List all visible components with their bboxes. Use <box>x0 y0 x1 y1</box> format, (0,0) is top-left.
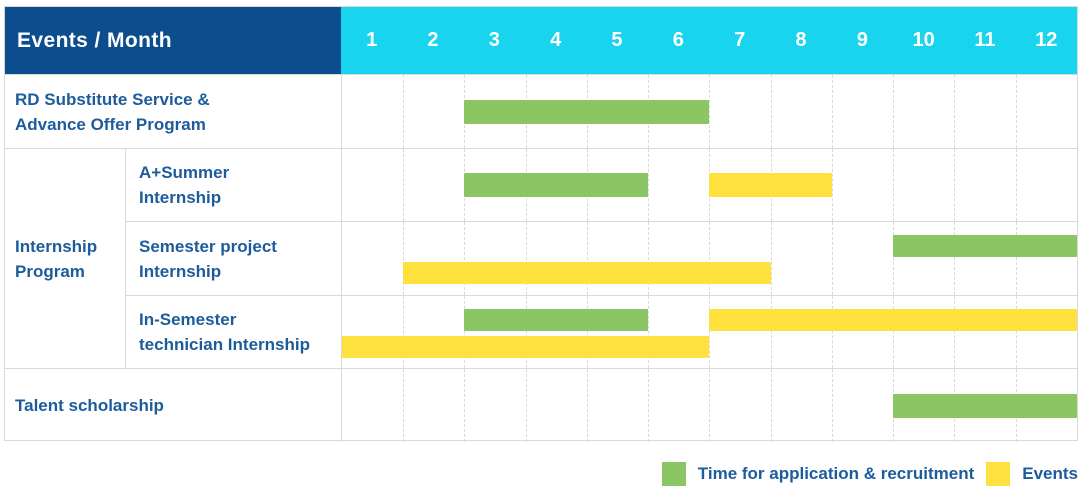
month-gridline <box>831 222 833 295</box>
month-gridline <box>893 222 895 295</box>
month-gridline <box>770 369 772 442</box>
month-header-1: 1 <box>341 7 403 74</box>
month-header-6: 6 <box>647 7 709 74</box>
row-label-4: In-Semester technician Internship <box>125 295 341 368</box>
chart-row-2 <box>341 148 1077 221</box>
month-gridline <box>709 296 711 368</box>
row-label-line: Advance Offer Program <box>15 114 206 134</box>
chart-row-1 <box>341 74 1077 148</box>
group-label-line: Program <box>15 261 85 281</box>
row-label-5: Talent scholarship <box>5 368 341 442</box>
month-gridline <box>1015 296 1017 368</box>
month-gridline <box>831 369 833 442</box>
row-label-line: In-Semester <box>139 310 237 329</box>
month-gridline <box>831 75 833 148</box>
month-gridline <box>770 75 772 148</box>
month-gridline <box>586 369 588 442</box>
month-header-4: 4 <box>524 7 587 74</box>
month-gridline <box>648 369 650 442</box>
month-gridline <box>586 296 588 368</box>
month-gridline <box>403 149 405 221</box>
header-title-cell: Events / Month <box>5 7 341 74</box>
row-label-3: Semester project Internship <box>125 221 341 295</box>
month-gridline <box>893 296 895 368</box>
month-header-12: 12 <box>1015 7 1077 74</box>
month-gridline <box>1015 75 1017 148</box>
month-gridline <box>403 222 405 295</box>
group-label-internship-program: Internship Program <box>5 148 125 368</box>
month-gridline <box>525 296 527 368</box>
gantt-table: Events / Month 1 2 3 4 5 6 7 8 9 10 11 12 RD Substit… <box>4 6 1078 442</box>
row-label-line: RD Substitute Service & <box>15 89 210 109</box>
row-label-line: Internship <box>139 188 222 207</box>
gantt-bar-application <box>464 99 710 124</box>
month-header-3: 3 <box>463 7 525 74</box>
month-header-10: 10 <box>892 7 955 74</box>
month-header-9: 9 <box>831 7 893 74</box>
month-gridline <box>770 296 772 368</box>
month-gridline <box>464 296 466 368</box>
row-label-line: Semester project <box>139 236 277 256</box>
month-gridline <box>403 75 405 148</box>
legend-item-events: Events <box>986 462 1078 486</box>
legend-label-events: Events <box>1022 464 1078 483</box>
chart-row-5 <box>341 368 1077 442</box>
gantt-bar-event <box>709 173 832 197</box>
month-gridline <box>648 149 650 221</box>
row-label-line: A+Summer <box>139 163 230 182</box>
application-color-swatch <box>661 462 686 486</box>
month-gridline <box>709 369 711 442</box>
legend-item-application: Time for application & recruitment <box>661 462 975 486</box>
row-label-1: RD Substitute Service & Advance Offer Pro… <box>5 74 341 148</box>
row-label-2: A+Summer Internship <box>125 148 341 221</box>
month-gridline <box>648 296 650 368</box>
month-gridline <box>954 222 956 295</box>
chart-row-3 <box>341 221 1077 295</box>
month-gridline <box>831 149 833 221</box>
month-header-11: 11 <box>954 7 1016 74</box>
legend: Time for application & recruitment Event… <box>661 461 1078 487</box>
month-header-7: 7 <box>708 7 771 74</box>
events-color-swatch <box>986 462 1011 486</box>
group-label-line: Internship <box>15 236 98 256</box>
gantt-bar-event <box>709 309 1077 331</box>
row-label-line: Talent scholarship <box>15 396 164 415</box>
month-gridline <box>403 369 405 442</box>
month-gridline <box>648 222 650 295</box>
month-gridline <box>954 296 956 368</box>
month-gridline <box>709 75 711 148</box>
month-gridline <box>586 222 588 295</box>
month-gridline <box>831 296 833 368</box>
month-gridline <box>403 296 405 368</box>
month-gridline <box>1015 222 1017 295</box>
month-gridline <box>954 149 956 221</box>
chart-row-4 <box>341 295 1077 368</box>
row-label-line: technician Internship <box>139 335 310 354</box>
month-gridline <box>525 369 527 442</box>
month-gridline <box>893 149 895 221</box>
month-header-2: 2 <box>402 7 464 74</box>
gantt-bar-application <box>893 393 1077 418</box>
month-header-5: 5 <box>586 7 648 74</box>
month-gridline <box>709 222 711 295</box>
gantt-bar-event <box>342 336 710 358</box>
month-header-8: 8 <box>770 7 832 74</box>
gantt-bar-application <box>464 173 649 197</box>
month-gridline <box>464 369 466 442</box>
gantt-bar-application <box>893 235 1077 257</box>
month-gridline <box>525 222 527 295</box>
month-gridline <box>1015 149 1017 221</box>
row-label-line: Internship <box>139 261 222 281</box>
month-gridline <box>464 222 466 295</box>
month-gridline <box>954 75 956 148</box>
header-title: Events / Month <box>17 28 172 52</box>
gantt-bar-application <box>464 309 649 331</box>
month-gridline <box>893 75 895 148</box>
gantt-bar-event <box>403 262 771 284</box>
legend-label-application: Time for application & recruitment <box>697 464 975 483</box>
month-gridline <box>770 222 772 295</box>
